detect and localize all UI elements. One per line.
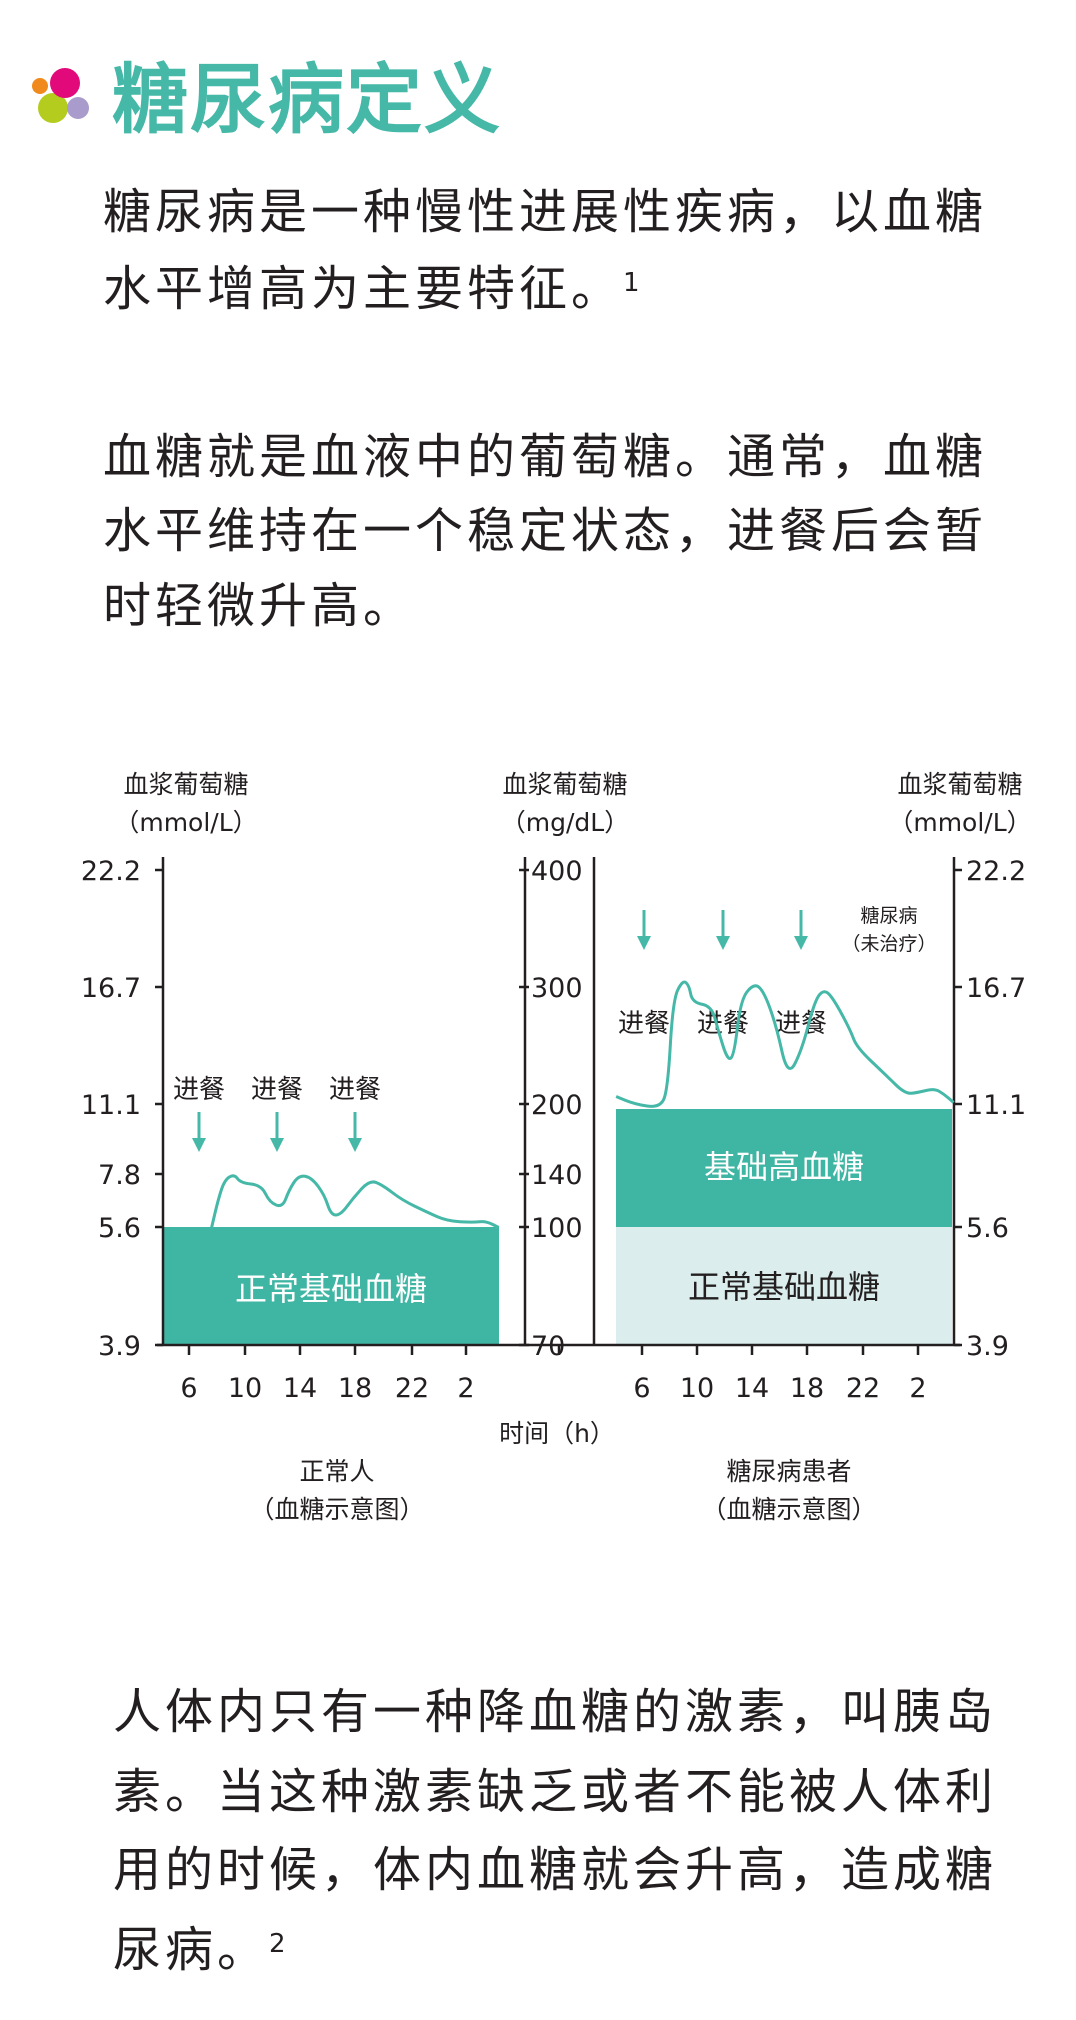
x-tick-label: 10 [680,1373,714,1404]
text-line: 糖尿病是一种慢性进展性疾病，以血糖 [103,184,988,240]
x-tick-label: 6 [180,1373,197,1404]
logo-icon [32,68,89,123]
ticks: 22.216.711.17.85.63.94003002001401007022… [81,856,1026,1404]
arrow-head-icon [270,1138,284,1152]
meal-label: 进餐 [329,1075,381,1105]
y-tick-label: 22.2 [81,856,141,887]
y-tick-label: 11.1 [81,1090,141,1121]
page-title: 糖尿病定义 [112,55,502,144]
meal-label: 进餐 [618,1009,670,1039]
text-line-with-footnote: 水平增高为主要特征。1 [103,259,640,319]
panel-subtitle-diabetes: （血糖示意图） [701,1495,876,1524]
left-axis-unit: （mmol/L） [114,808,257,837]
x-tick-label: 18 [790,1373,824,1404]
arrow-head-icon [348,1138,362,1152]
x-tick-label: 22 [395,1373,429,1404]
text-line: 水平增高为主要特征。 [103,261,624,317]
y-tick-label: 7.8 [98,1160,141,1191]
text-line: 用的时候，体内血糖就会升高，造成糖 [113,1842,998,1898]
footnote-ref: 1 [623,268,640,298]
arrow-head-icon [794,936,808,950]
diabetes-note: 糖尿病 [860,905,917,927]
y-tick-label-right: 22.2 [966,856,1026,887]
text-line-with-footnote: 尿病。2 [113,1920,286,1980]
meal-label: 进餐 [173,1075,225,1105]
x-tick-label: 18 [338,1373,372,1404]
normal-baseline-label-2: 正常基础血糖 [688,1268,880,1306]
y-tick-label-right: 5.6 [966,1213,1009,1244]
panel-title-diabetes: 糖尿病患者 [726,1457,851,1486]
x-tick-label: 14 [735,1373,769,1404]
text-line: 时轻微升高。 [103,578,416,634]
text-line: 血糖就是血液中的葡萄糖。通常，血糖 [103,429,988,485]
arrow-head-icon [716,936,730,950]
y-tick-label-right: 3.9 [966,1331,1009,1362]
text-line: 尿病。 [113,1922,270,1978]
text-line: 水平维持在一个稳定状态，进餐后会暂 [103,503,988,559]
middle-axis-title: 血浆葡萄糖 [502,770,627,799]
x-tick-label: 2 [457,1373,474,1404]
y-tick-label-mgdl: 200 [531,1090,583,1121]
meal-label: 进餐 [697,1009,749,1039]
text-line: 人体内只有一种降血糖的激素，叫胰岛 [113,1684,998,1740]
high-baseline-box [616,1109,952,1227]
x-tick-label: 10 [228,1373,262,1404]
diabetes-note-sub: （未治疗） [841,933,936,955]
left-axis-title: 血浆葡萄糖 [123,770,248,799]
meal-label: 进餐 [775,1009,827,1039]
y-tick-label-right: 16.7 [966,973,1026,1004]
y-tick-label: 5.6 [98,1213,141,1244]
panel-subtitle-normal: （血糖示意图） [249,1495,424,1524]
y-tick-label-mgdl: 400 [531,856,583,887]
y-tick-label: 3.9 [98,1331,141,1362]
middle-axis-unit: （mg/dL） [501,808,629,837]
arrow-head-icon [192,1138,206,1152]
meal-label: 进餐 [251,1075,303,1105]
y-tick-label-mgdl: 100 [531,1213,583,1244]
footnote-ref: 2 [269,1929,286,1959]
text-line: 素。当这种激素缺乏或者不能被人体利 [113,1764,998,1820]
x-tick-label: 22 [846,1373,880,1404]
high-baseline-label: 基础高血糖 [704,1148,864,1186]
y-tick-label-mgdl: 300 [531,973,583,1004]
diabetes-glucose-curve [615,980,955,1108]
arrow-head-icon [637,936,651,950]
y-tick-label: 16.7 [81,973,141,1004]
panel-title-normal: 正常人 [299,1457,374,1486]
normal-glucose-curve [210,1174,500,1229]
right-axis-unit: （mmol/L） [888,808,1031,837]
normal-baseline-label: 正常基础血糖 [235,1270,427,1308]
y-tick-label-right: 11.1 [966,1090,1026,1121]
x-tick-label: 6 [633,1373,650,1404]
normal-baseline-box [163,1227,499,1345]
normal-baseline-box-light [616,1227,952,1345]
x-tick-label: 14 [283,1373,317,1404]
x-axis-label: 时间（h） [499,1419,615,1448]
x-tick-label: 2 [909,1373,926,1404]
y-tick-label-mgdl: 140 [531,1160,583,1191]
right-axis-title: 血浆葡萄糖 [897,770,1022,799]
